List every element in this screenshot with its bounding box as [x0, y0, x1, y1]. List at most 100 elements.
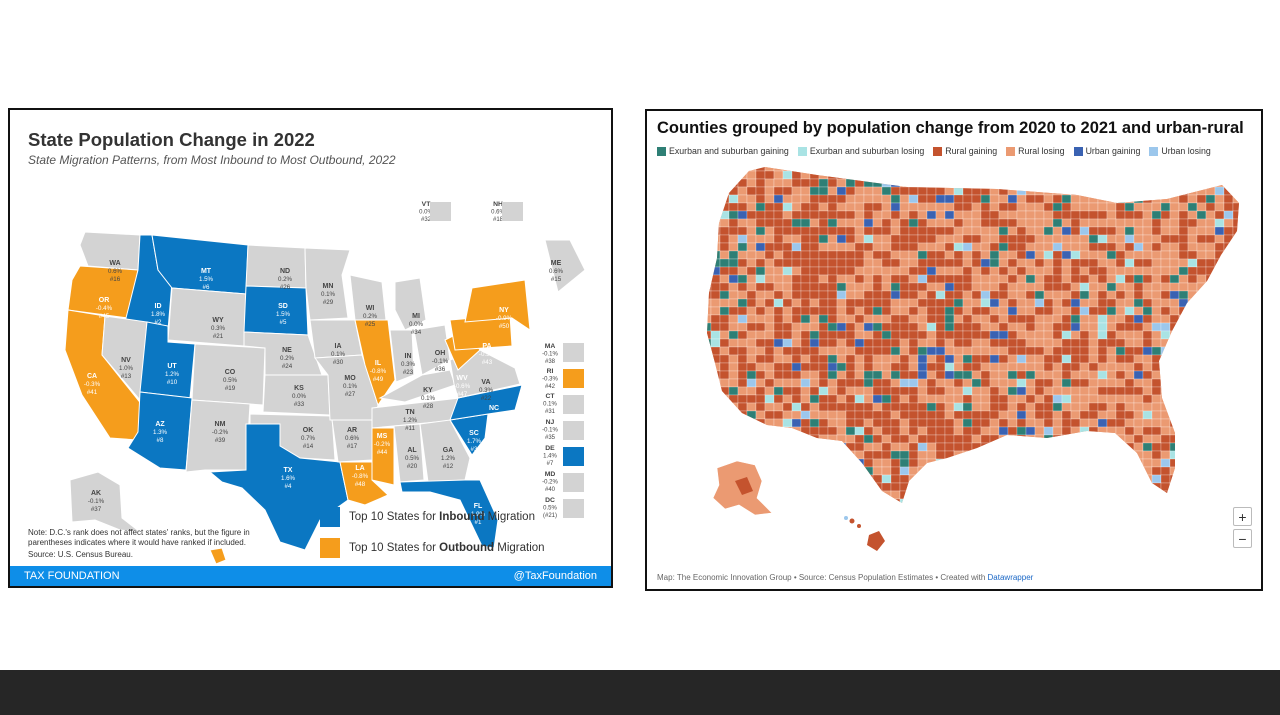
- county-cell: [1088, 474, 1099, 484]
- county-cell: [728, 167, 739, 172]
- footer-brand: TAX FOUNDATION: [24, 570, 120, 582]
- county-cell: [1223, 442, 1234, 452]
- county-cell: [1214, 258, 1225, 268]
- county-cell: [971, 474, 982, 484]
- county-cell: [702, 507, 711, 515]
- county-cell: [926, 402, 937, 412]
- county-cell: [1251, 355, 1260, 363]
- county-cell: [1205, 322, 1216, 332]
- county-cell: [1007, 234, 1018, 244]
- state-shape-tx: [208, 423, 349, 551]
- county-cell: [836, 418, 847, 428]
- county-cell: [791, 442, 802, 452]
- county-cell: [746, 410, 757, 420]
- county-cell: [1016, 362, 1027, 372]
- county-cell: [872, 167, 883, 172]
- county-cell: [782, 482, 793, 492]
- county-cell: [800, 498, 811, 503]
- county-cell: [1169, 394, 1180, 404]
- county-cell: [962, 218, 973, 228]
- county-cell: [926, 370, 937, 380]
- county-cell: [818, 322, 829, 332]
- county-cell: [764, 194, 775, 204]
- county-cell: [764, 170, 775, 180]
- county-cell: [837, 507, 846, 515]
- county-cell: [764, 370, 775, 380]
- county-cell: [1142, 218, 1153, 228]
- datawrapper-link[interactable]: Datawrapper: [987, 573, 1034, 582]
- county-cell: [1251, 395, 1260, 403]
- county-cell: [981, 507, 990, 515]
- footer-handle[interactable]: @TaxFoundation: [513, 570, 597, 582]
- county-cell: [791, 322, 802, 332]
- county-cell: [755, 322, 766, 332]
- zoom-out-button[interactable]: −: [1233, 529, 1252, 548]
- county-cell: [719, 322, 730, 332]
- county-cell: [908, 490, 919, 500]
- county-cell: [1079, 354, 1090, 364]
- county-cell: [926, 186, 937, 196]
- small-state-box-ct: [563, 395, 584, 414]
- county-cell: [989, 458, 1000, 468]
- county-cell: [1106, 482, 1117, 492]
- county-choropleth-map: [702, 167, 1260, 551]
- county-cell: [737, 266, 748, 276]
- county-cell: [863, 186, 874, 196]
- county-cell: [1223, 290, 1234, 300]
- zoom-in-button[interactable]: +: [1233, 507, 1252, 526]
- county-cell: [1061, 482, 1072, 492]
- county-cell: [944, 314, 955, 324]
- county-cell: [836, 234, 847, 244]
- county-cell: [827, 266, 838, 276]
- county-cell: [1214, 282, 1225, 292]
- county-cell: [1242, 219, 1251, 227]
- county-cell: [908, 274, 919, 284]
- county-cell: [917, 354, 928, 364]
- county-cell: [953, 442, 964, 452]
- county-cell: [1169, 354, 1180, 364]
- county-cell: [1223, 322, 1234, 332]
- county-cell: [1214, 242, 1225, 252]
- county-cell: [1169, 274, 1180, 284]
- county-cell: [728, 194, 739, 204]
- county-cell: [809, 250, 820, 260]
- county-cell: [1196, 194, 1207, 204]
- county-cell: [881, 474, 892, 484]
- county-cell: [1043, 322, 1054, 332]
- county-cell: [1061, 434, 1072, 444]
- state-shape-mi: [394, 277, 427, 331]
- county-cell: [1088, 418, 1099, 428]
- county-cell: [1088, 306, 1099, 316]
- county-cell: [1061, 250, 1072, 260]
- legend-swatch: [1006, 146, 1016, 156]
- county-cell: [755, 226, 766, 236]
- county-cell: [926, 178, 937, 188]
- county-cell: [962, 170, 973, 180]
- county-cell: [728, 282, 739, 292]
- county-cell: [1133, 442, 1144, 452]
- county-cell: [764, 410, 775, 420]
- county-cell: [1160, 498, 1171, 503]
- county-cell: [819, 507, 828, 515]
- county-cell: [935, 402, 946, 412]
- county-cell: [1187, 442, 1198, 452]
- county-cell: [755, 170, 766, 180]
- county-cell: [854, 426, 865, 436]
- state-label-tn-abbr: TN: [405, 409, 414, 416]
- county-cell: [1142, 394, 1153, 404]
- county-cell: [1088, 194, 1099, 204]
- county-cell: [899, 330, 910, 340]
- county-cell: [1070, 370, 1081, 380]
- county-cell: [800, 394, 811, 404]
- county-cell: [1160, 242, 1171, 252]
- county-cell: [1070, 458, 1081, 468]
- legend-inbound: Top 10 States for Inbound Migration: [320, 507, 535, 527]
- county-cell: [1115, 274, 1126, 284]
- state-shape-wy: [167, 287, 247, 347]
- county-cell: [1061, 186, 1072, 196]
- county-cell: [1214, 434, 1225, 444]
- county-cell: [971, 426, 982, 436]
- county-cell: [1179, 507, 1188, 515]
- county-cell: [1016, 282, 1027, 292]
- county-cell: [1052, 234, 1063, 244]
